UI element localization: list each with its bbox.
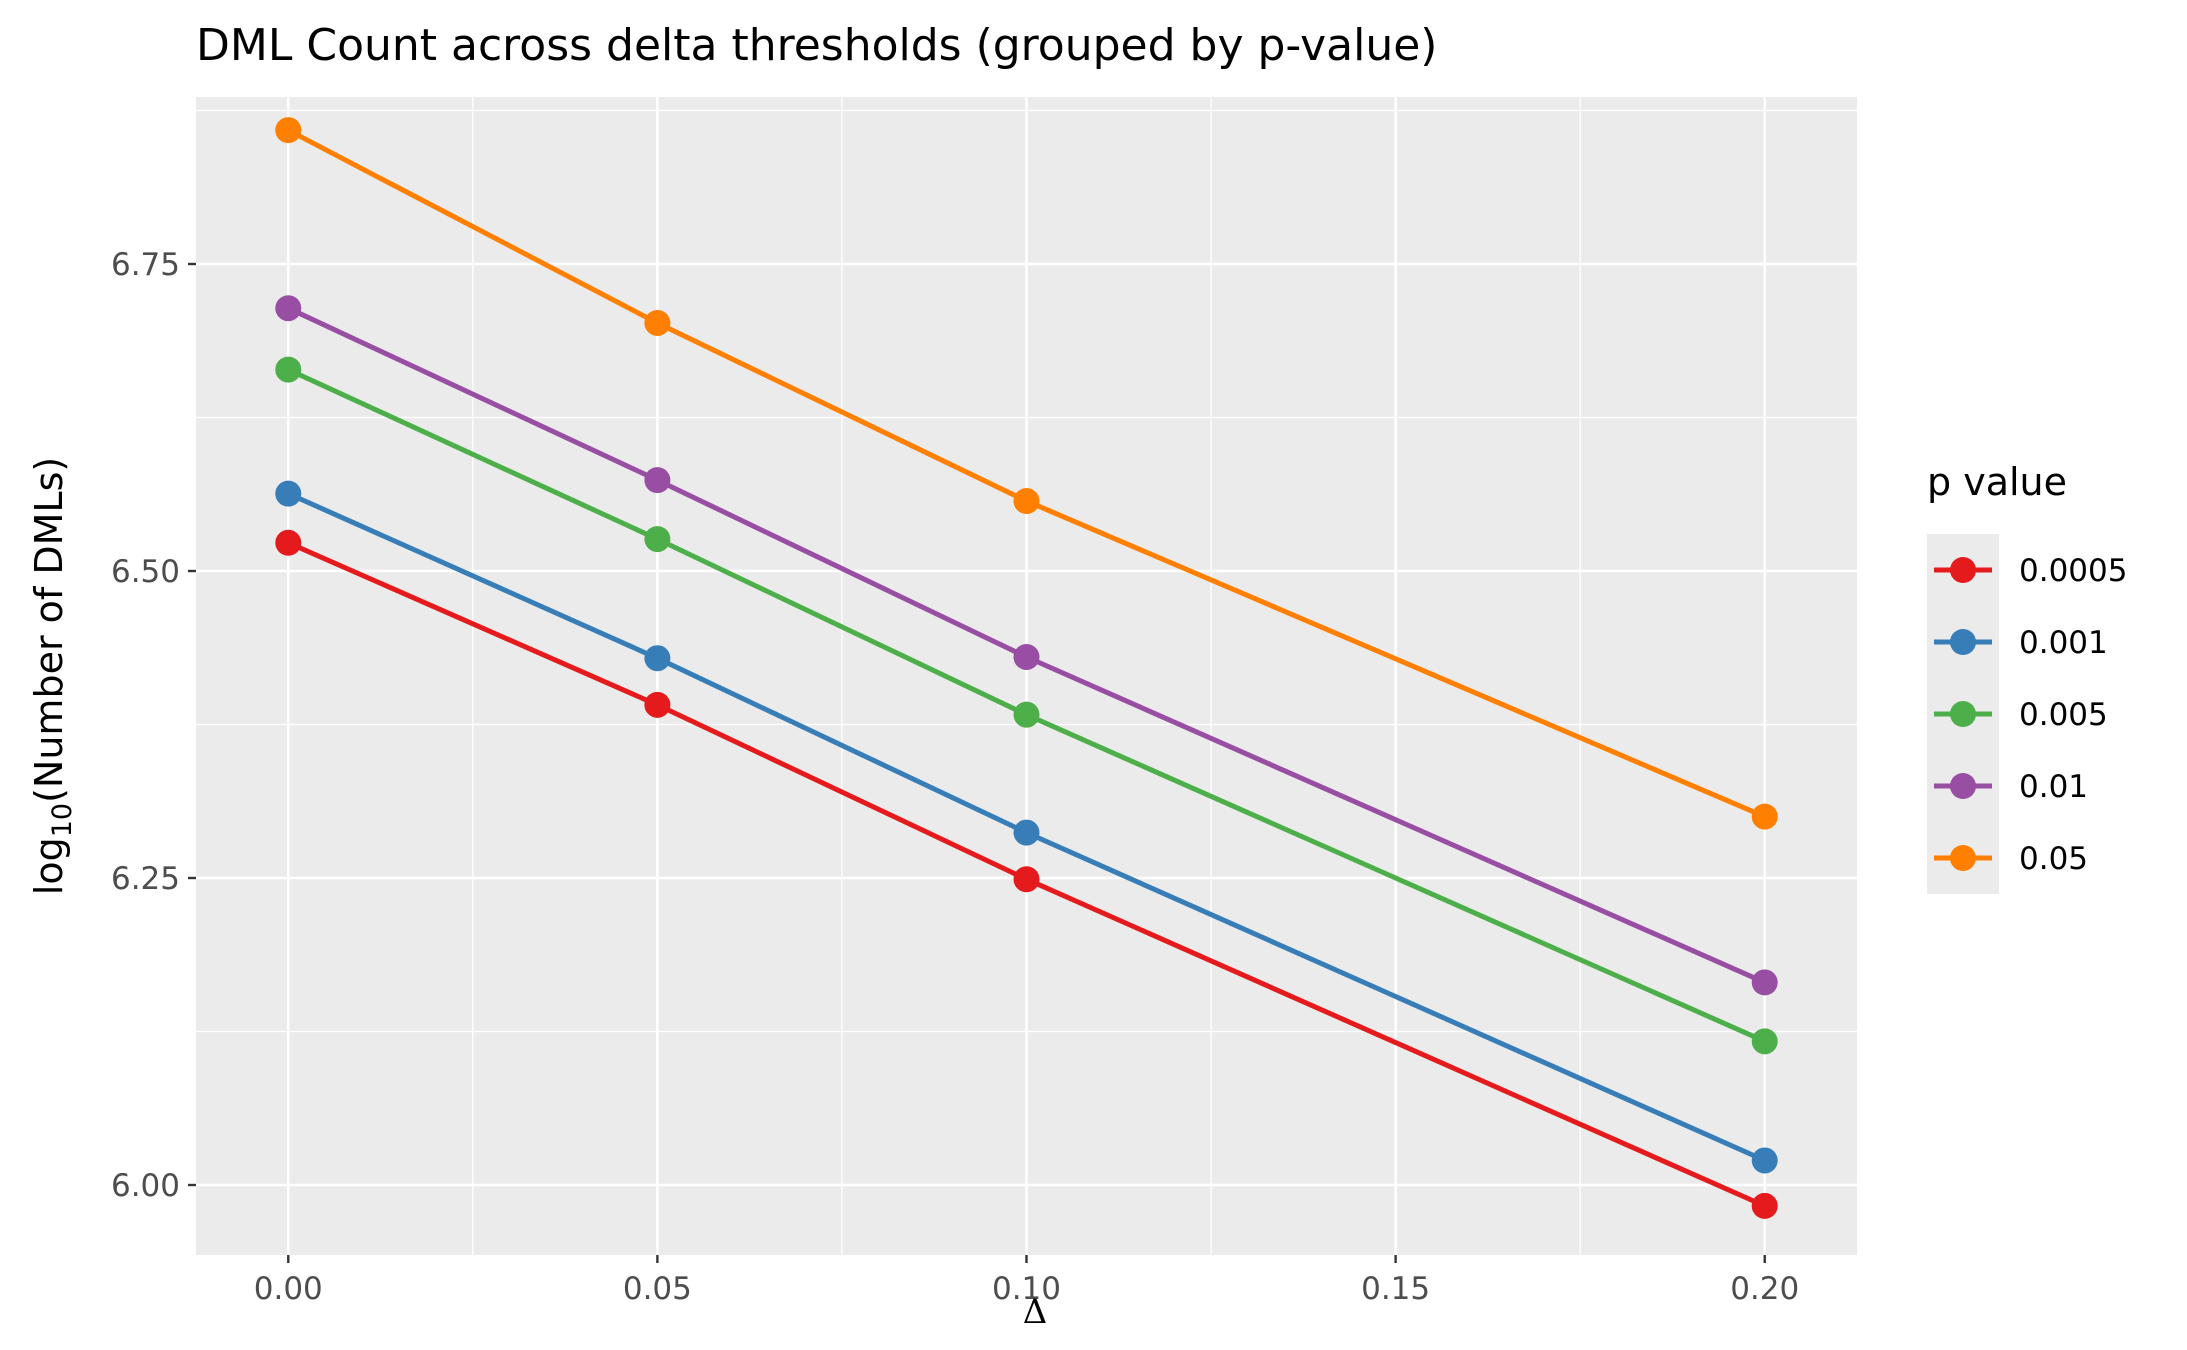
y-axis-title-rest: (Number of DMLs)	[27, 457, 71, 803]
data-point-0.0005	[644, 691, 671, 718]
series-line-0.001	[287, 491, 1766, 1163]
x-axis-title: Δ	[1023, 1292, 1048, 1332]
series-points	[275, 117, 1778, 1219]
data-point-0.001	[1013, 819, 1040, 846]
y-tick-label: 6.50	[111, 554, 180, 590]
y-axis-title-subscript: 10	[47, 803, 78, 837]
legend-key-point	[1950, 845, 1976, 871]
data-point-0.01	[1013, 643, 1040, 670]
x-tick-label: 0.15	[1361, 1271, 1430, 1307]
legend-key-point	[1950, 629, 1976, 655]
data-point-0.001	[644, 645, 671, 672]
y-axis-title-log: log	[27, 837, 71, 895]
data-point-0.05	[1013, 488, 1040, 515]
x-tick-label: 0.05	[623, 1271, 692, 1307]
data-point-0.01	[1751, 969, 1778, 996]
x-tick-label: 0.00	[254, 1271, 323, 1307]
legend-key-point	[1950, 701, 1976, 727]
data-point-0.005	[1751, 1028, 1778, 1055]
data-point-0.05	[275, 117, 302, 144]
y-axis-title: log10(Number of DMLs)	[27, 457, 78, 895]
x-tick-label: 0.20	[1730, 1271, 1799, 1307]
legend-label-0.005: 0.005	[2019, 697, 2108, 733]
data-point-0.0005	[1751, 1192, 1778, 1219]
y-axis: 6.00 6.25 6.50 6.75	[111, 247, 196, 1204]
data-point-0.01	[644, 467, 671, 494]
y-tick-label: 6.25	[111, 861, 180, 897]
data-point-0.005	[275, 356, 302, 383]
y-tick-label: 6.75	[111, 247, 180, 283]
data-point-0.05	[1751, 803, 1778, 830]
data-point-0.0005	[275, 529, 302, 556]
legend-label-0.0005: 0.0005	[2019, 553, 2127, 589]
x-tick-label: 0.10	[992, 1271, 1061, 1307]
data-point-0.0005	[1013, 866, 1040, 893]
y-tick-label: 6.00	[111, 1168, 180, 1204]
legend-title: p value	[1927, 460, 2067, 504]
x-axis: 0.00 0.05 0.10 0.15 0.20	[254, 1255, 1799, 1307]
data-point-0.05	[644, 309, 671, 336]
series-line-0.0005	[287, 540, 1766, 1209]
series-line-0.01	[287, 305, 1766, 985]
data-point-0.001	[1751, 1147, 1778, 1174]
data-point-0.001	[275, 480, 302, 507]
data-point-0.005	[1013, 701, 1040, 728]
legend-key-point	[1950, 557, 1976, 583]
legend: p value 0.0005 0.001 0.005 0.01 0.05	[1927, 460, 2127, 894]
legend-label-0.001: 0.001	[2019, 625, 2108, 661]
data-point-0.01	[275, 295, 302, 322]
series-lines	[287, 127, 1766, 1209]
legend-key-point	[1950, 773, 1976, 799]
legend-label-0.01: 0.01	[2019, 769, 2088, 805]
chart-title: DML Count across delta thresholds (group…	[196, 20, 1437, 71]
legend-label-0.05: 0.05	[2019, 841, 2088, 877]
data-point-0.005	[644, 526, 671, 553]
series-line-0.05	[287, 127, 1766, 819]
series-line-0.005	[287, 367, 1766, 1044]
